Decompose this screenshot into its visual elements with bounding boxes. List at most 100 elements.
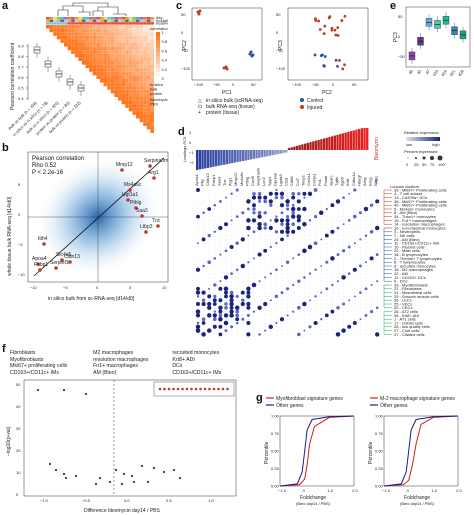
d-dot xyxy=(225,280,227,282)
d-dot xyxy=(365,299,367,301)
d-dot xyxy=(296,332,301,337)
b-gene-point xyxy=(128,188,132,192)
loading-bar xyxy=(228,150,231,164)
f-legend-2-3: Fn1+ macrophages xyxy=(93,363,138,370)
heatmap-cell xyxy=(146,100,151,105)
d-dot xyxy=(298,258,300,259)
d-dot xyxy=(354,204,356,206)
d-dot xyxy=(259,303,260,305)
d-dot xyxy=(252,257,256,260)
heatmap-cell xyxy=(60,28,64,33)
annot-treatment-cell xyxy=(118,22,122,25)
d-dot xyxy=(259,330,260,331)
d-dot xyxy=(236,208,238,210)
d-cluster-label: 15 - M2 macrophages xyxy=(394,267,433,272)
d-gene-label: Col1a1 xyxy=(306,173,311,186)
d-dot xyxy=(371,288,372,290)
d-dot xyxy=(276,311,277,312)
c-xtick-right: −100 xyxy=(292,82,302,87)
g-xtick: 1.0 xyxy=(327,488,333,493)
d-dot xyxy=(235,321,239,325)
d-dot xyxy=(304,204,305,206)
heatmap-cell xyxy=(146,43,151,47)
d-dot xyxy=(354,311,356,312)
d-dot xyxy=(320,193,322,195)
pca-point-right xyxy=(314,17,317,20)
heatmap-cell xyxy=(100,53,104,58)
d-dot xyxy=(270,318,272,320)
heatmap-cell xyxy=(136,89,140,94)
d-dot xyxy=(371,239,372,240)
d-dot xyxy=(309,315,311,316)
g-ytick: 0.00 xyxy=(271,484,280,489)
heatmap-cell xyxy=(125,93,129,97)
d-dot xyxy=(371,265,372,267)
heatmap-cell xyxy=(71,25,75,29)
d-dot xyxy=(220,208,221,210)
d-cluster-label: 26 - AT2 cells xyxy=(394,309,418,314)
annot-day-cell xyxy=(85,17,90,20)
heatmap-cell xyxy=(100,61,104,65)
annot-modality-cell xyxy=(110,19,115,22)
f-top-point xyxy=(199,387,202,391)
d-dot xyxy=(246,290,251,295)
b-gene-point xyxy=(148,164,152,168)
heatmap-cell xyxy=(118,39,122,43)
heatmap-cell xyxy=(132,57,136,61)
d-dot xyxy=(343,280,344,282)
d-dot xyxy=(343,269,344,271)
heatmap-cell xyxy=(128,64,133,69)
d-dot xyxy=(315,212,316,214)
d-dot xyxy=(208,277,210,278)
d-dot xyxy=(281,296,283,297)
heatmap-cell xyxy=(150,82,154,87)
heatmap-cell xyxy=(128,28,133,33)
d-dot xyxy=(363,206,369,212)
d-dot xyxy=(218,199,222,203)
d-dot xyxy=(280,222,284,226)
d-dot xyxy=(304,284,305,286)
d-dot xyxy=(360,330,361,331)
color-legend-injured: Injured xyxy=(307,105,323,111)
heatmap-cell xyxy=(118,28,122,33)
d-dot xyxy=(326,239,328,240)
d-dot xyxy=(292,257,295,260)
d-dot xyxy=(332,318,333,320)
annot-treatment-cell xyxy=(128,22,133,25)
d-dot xyxy=(203,288,204,290)
d-dot xyxy=(371,277,372,278)
heatmap-cell xyxy=(100,64,104,69)
d-dot xyxy=(286,207,290,211)
d-dot xyxy=(281,265,283,267)
d-dot xyxy=(337,231,339,233)
heatmap-cell xyxy=(132,64,136,69)
d-dot xyxy=(371,189,372,191)
d-dot xyxy=(287,307,288,309)
d-dot xyxy=(229,298,234,303)
heatmap-cell xyxy=(96,46,100,51)
heatmap-cell xyxy=(143,86,147,90)
d-dot xyxy=(270,212,272,214)
heatmap-cell xyxy=(89,35,93,40)
d-dot xyxy=(320,318,323,321)
f-top-point xyxy=(217,387,220,391)
d-dot xyxy=(376,242,378,244)
d-dot xyxy=(326,216,328,217)
heatmap-cell xyxy=(128,43,133,47)
d-dot xyxy=(246,286,251,292)
d-dot xyxy=(242,189,244,191)
d-dot xyxy=(348,296,350,297)
d-dot xyxy=(214,334,216,335)
heatmap-cell xyxy=(136,115,140,119)
loading-bar xyxy=(309,142,312,150)
heatmap-cell xyxy=(114,28,118,33)
heatmap-cell xyxy=(146,53,151,58)
d-dot xyxy=(308,272,312,275)
heatmap-cell xyxy=(56,25,61,29)
heatmap-cell xyxy=(143,61,147,65)
d-dot xyxy=(203,315,204,316)
d-dot xyxy=(276,235,277,236)
d-gene-label: Tnc xyxy=(222,179,227,186)
d-dot xyxy=(332,265,333,267)
d-dot xyxy=(369,256,374,261)
